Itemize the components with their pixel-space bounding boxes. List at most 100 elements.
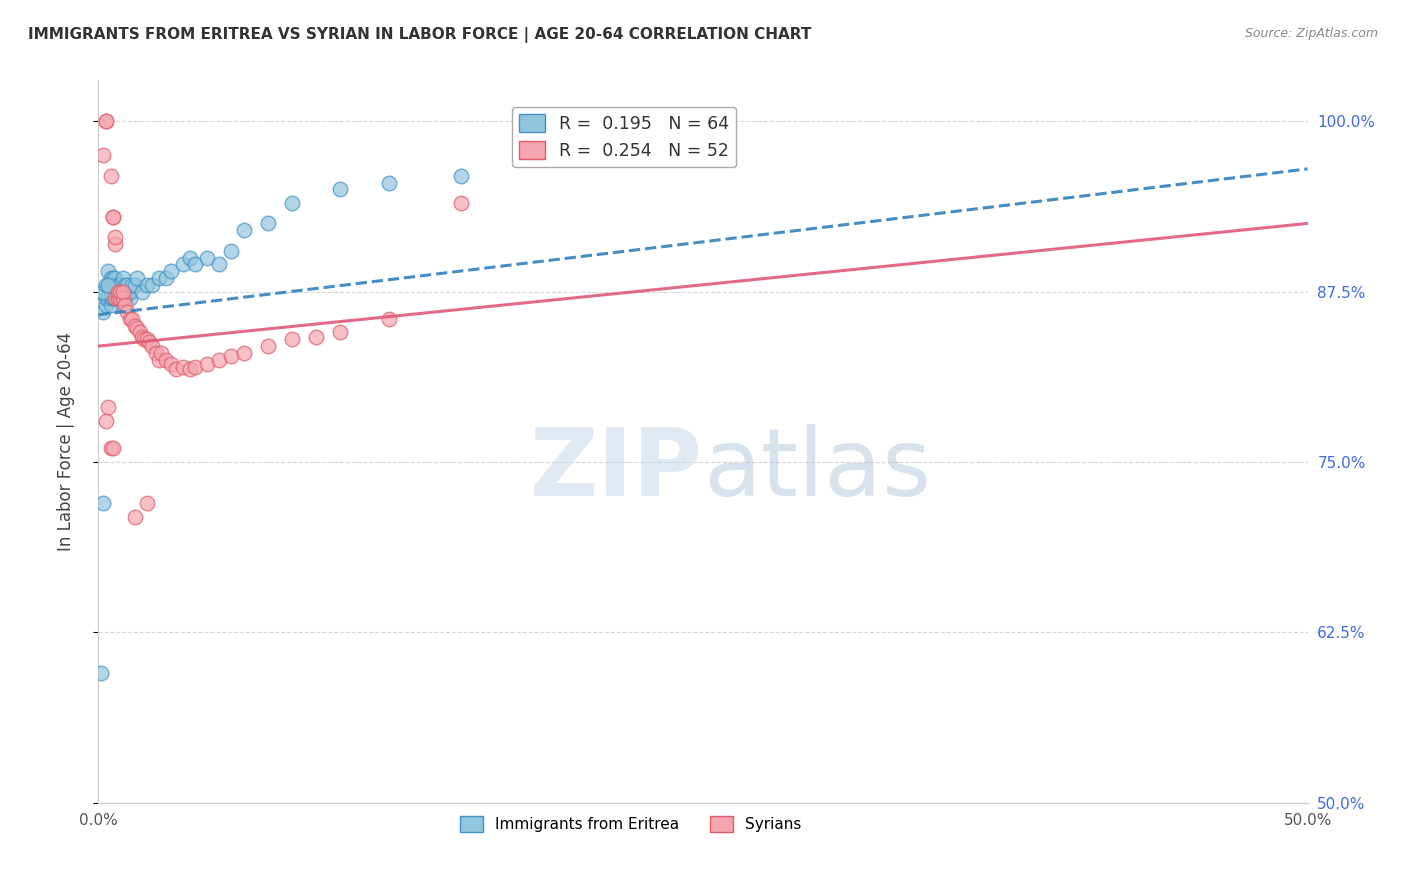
- Immigrants from Eritrea: [97, 292, 120, 306]
- Immigrants from Eritrea: [127, 271, 149, 285]
- Syrians: [148, 352, 170, 367]
- Syrians: [135, 496, 157, 510]
- Immigrants from Eritrea: [141, 277, 163, 292]
- Immigrants from Eritrea: [90, 666, 112, 681]
- Syrians: [94, 114, 117, 128]
- Syrians: [101, 210, 124, 224]
- Immigrants from Eritrea: [179, 251, 201, 265]
- Immigrants from Eritrea: [221, 244, 243, 258]
- Syrians: [114, 298, 136, 312]
- Syrians: [117, 305, 139, 319]
- Text: atlas: atlas: [703, 425, 931, 516]
- Syrians: [100, 169, 122, 183]
- Syrians: [104, 230, 127, 244]
- Immigrants from Eritrea: [155, 271, 177, 285]
- Syrians: [179, 362, 201, 376]
- Immigrants from Eritrea: [108, 277, 131, 292]
- Syrians: [377, 311, 399, 326]
- Syrians: [256, 339, 278, 353]
- Immigrants from Eritrea: [114, 277, 136, 292]
- Immigrants from Eritrea: [100, 285, 122, 299]
- Syrians: [121, 311, 143, 326]
- Immigrants from Eritrea: [114, 292, 136, 306]
- Immigrants from Eritrea: [100, 298, 122, 312]
- Immigrants from Eritrea: [100, 292, 122, 306]
- Syrians: [101, 210, 124, 224]
- Immigrants from Eritrea: [101, 271, 124, 285]
- Syrians: [94, 414, 117, 428]
- Syrians: [124, 318, 146, 333]
- Immigrants from Eritrea: [101, 277, 124, 292]
- Immigrants from Eritrea: [208, 257, 231, 271]
- Syrians: [104, 292, 127, 306]
- Immigrants from Eritrea: [107, 277, 129, 292]
- Immigrants from Eritrea: [104, 285, 127, 299]
- Immigrants from Eritrea: [94, 292, 117, 306]
- Immigrants from Eritrea: [281, 196, 304, 211]
- Immigrants from Eritrea: [108, 285, 131, 299]
- Immigrants from Eritrea: [91, 305, 114, 319]
- Text: IMMIGRANTS FROM ERITREA VS SYRIAN IN LABOR FORCE | AGE 20-64 CORRELATION CHART: IMMIGRANTS FROM ERITREA VS SYRIAN IN LAB…: [28, 27, 811, 43]
- Immigrants from Eritrea: [148, 271, 170, 285]
- Syrians: [91, 148, 114, 162]
- Immigrants from Eritrea: [377, 176, 399, 190]
- Immigrants from Eritrea: [91, 285, 114, 299]
- Immigrants from Eritrea: [91, 496, 114, 510]
- Syrians: [111, 292, 134, 306]
- Immigrants from Eritrea: [117, 285, 139, 299]
- Syrians: [450, 196, 472, 211]
- Syrians: [134, 332, 156, 346]
- Immigrants from Eritrea: [111, 285, 134, 299]
- Syrians: [118, 311, 141, 326]
- Immigrants from Eritrea: [131, 285, 153, 299]
- Immigrants from Eritrea: [160, 264, 183, 278]
- Immigrants from Eritrea: [97, 277, 120, 292]
- Text: Source: ZipAtlas.com: Source: ZipAtlas.com: [1244, 27, 1378, 40]
- Syrians: [141, 339, 163, 353]
- Immigrants from Eritrea: [195, 251, 218, 265]
- Immigrants from Eritrea: [232, 223, 254, 237]
- Text: ZIP: ZIP: [530, 425, 703, 516]
- Syrians: [172, 359, 194, 374]
- Immigrants from Eritrea: [104, 292, 127, 306]
- Syrians: [124, 509, 146, 524]
- Immigrants from Eritrea: [107, 285, 129, 299]
- Syrians: [165, 362, 187, 376]
- Immigrants from Eritrea: [135, 277, 157, 292]
- Immigrants from Eritrea: [104, 277, 127, 292]
- Syrians: [104, 236, 127, 251]
- Immigrants from Eritrea: [94, 277, 117, 292]
- Immigrants from Eritrea: [101, 292, 124, 306]
- Syrians: [232, 346, 254, 360]
- Immigrants from Eritrea: [94, 285, 117, 299]
- Syrians: [127, 321, 149, 335]
- Syrians: [94, 114, 117, 128]
- Syrians: [107, 292, 129, 306]
- Syrians: [160, 357, 183, 371]
- Syrians: [208, 352, 231, 367]
- Syrians: [108, 285, 131, 299]
- Immigrants from Eritrea: [118, 292, 141, 306]
- Immigrants from Eritrea: [329, 182, 352, 196]
- Syrians: [305, 329, 328, 343]
- Immigrants from Eritrea: [90, 285, 112, 299]
- Syrians: [184, 359, 207, 374]
- Immigrants from Eritrea: [97, 285, 120, 299]
- Immigrants from Eritrea: [184, 257, 207, 271]
- Syrians: [107, 285, 129, 299]
- Immigrants from Eritrea: [104, 271, 127, 285]
- Immigrants from Eritrea: [117, 277, 139, 292]
- Immigrants from Eritrea: [108, 292, 131, 306]
- Syrians: [100, 442, 122, 456]
- Syrians: [101, 442, 124, 456]
- Immigrants from Eritrea: [101, 285, 124, 299]
- Immigrants from Eritrea: [100, 271, 122, 285]
- Immigrants from Eritrea: [97, 277, 120, 292]
- Immigrants from Eritrea: [124, 277, 146, 292]
- Immigrants from Eritrea: [172, 257, 194, 271]
- Immigrants from Eritrea: [100, 277, 122, 292]
- Syrians: [108, 292, 131, 306]
- Syrians: [155, 352, 177, 367]
- Syrians: [281, 332, 304, 346]
- Syrians: [145, 346, 167, 360]
